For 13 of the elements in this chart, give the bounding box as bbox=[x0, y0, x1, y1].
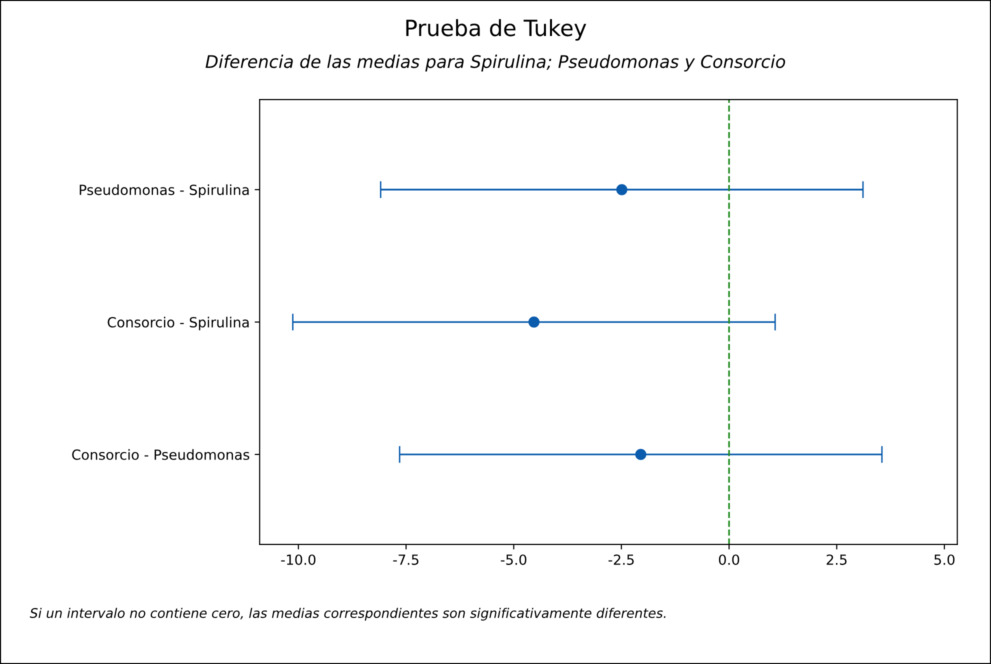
x-tick-label: -5.0 bbox=[500, 554, 526, 565]
y-tick-label: Pseudomonas - Spirulina bbox=[80, 184, 249, 198]
chart-subtitle: Diferencia de las medias para Spirulina; Pseudomonas y Consorcio bbox=[206, 54, 786, 72]
x-tick-label: 2.5 bbox=[826, 554, 847, 565]
y-tick-label: Consorcio - Spirulina bbox=[108, 316, 249, 330]
x-tick-label: -10.0 bbox=[281, 554, 316, 565]
x-tick-label: 5.0 bbox=[934, 554, 955, 565]
y-tick-label: Consorcio - Pseudomonas bbox=[72, 449, 250, 460]
x-tick-label: -7.5 bbox=[393, 554, 418, 565]
chart-title: Prueba de Tukey bbox=[406, 19, 586, 41]
text: Si un intervalo no contiene cero, las medias correspondientes son significativamente diferentes. bbox=[30, 608, 666, 621]
x-tick-label: 0.0 bbox=[718, 554, 740, 565]
x-tick-label: -2.5 bbox=[608, 554, 634, 565]
